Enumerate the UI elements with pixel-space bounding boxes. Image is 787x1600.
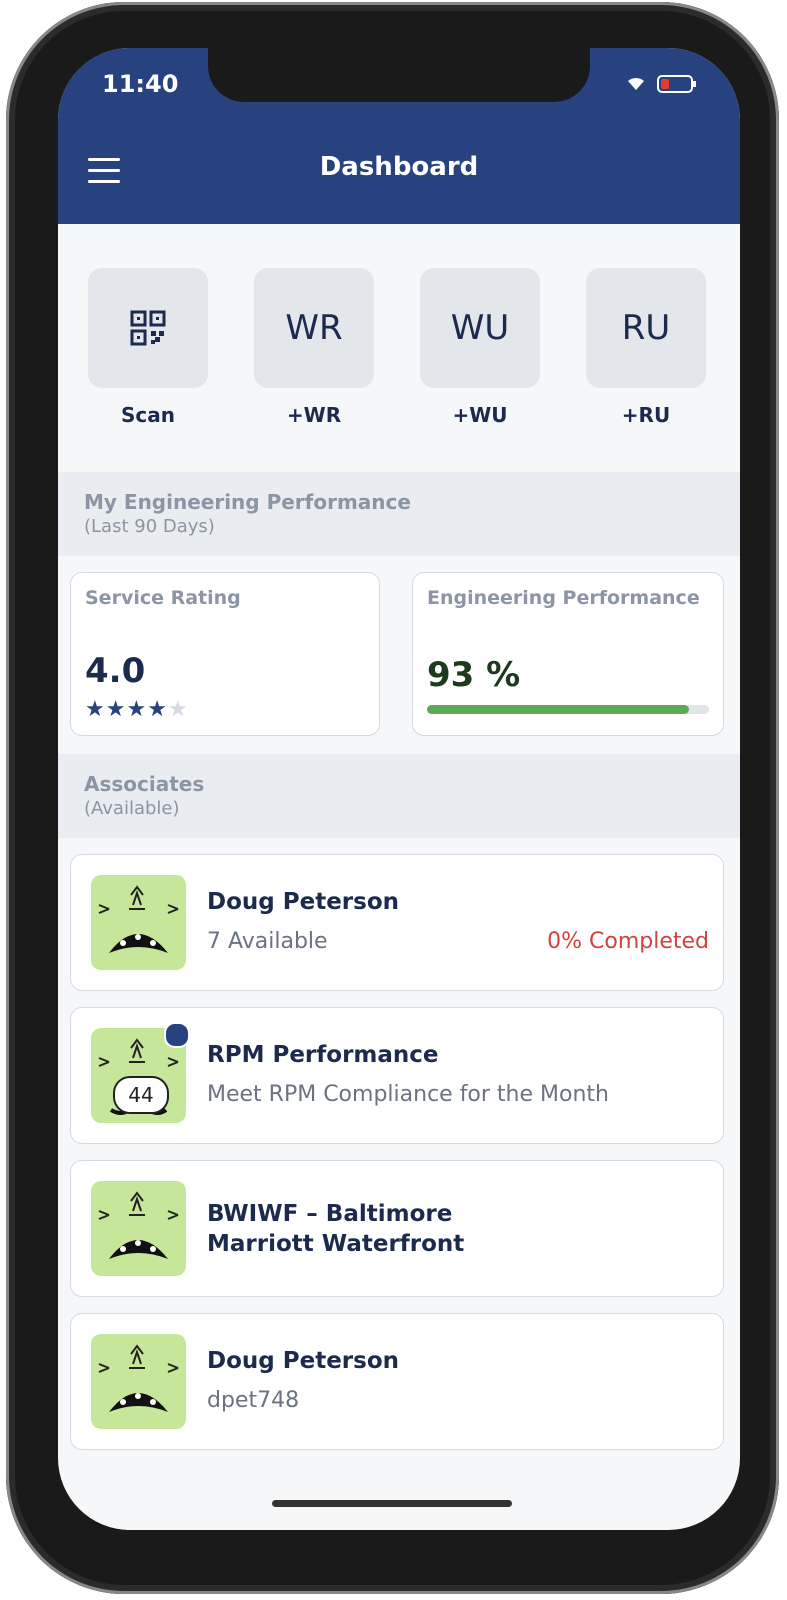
action-label: +WR xyxy=(286,403,342,427)
star-filled: ★ xyxy=(147,697,168,722)
ru-button[interactable]: RU xyxy=(586,268,706,388)
engineering-card: Engineering Performance 93 % xyxy=(412,572,724,736)
card-label: Service Rating xyxy=(85,587,241,609)
card-label: Engineering Performance xyxy=(427,587,700,609)
avatar xyxy=(91,1181,186,1276)
wu-button[interactable]: WU xyxy=(420,268,540,388)
section-title: My Engineering Performance xyxy=(84,490,411,514)
scan-button[interactable] xyxy=(88,268,208,388)
section-subtitle: (Available) xyxy=(84,798,180,819)
service-rating-card: Service Rating 4.0 ★★★★★ xyxy=(70,572,380,736)
item-detail: dpet748 xyxy=(207,1388,300,1413)
item-detail: 7 Available xyxy=(207,929,328,954)
star-rating: ★★★★★ xyxy=(85,697,189,722)
item-status: 0% Completed xyxy=(547,929,709,954)
action-label: +RU xyxy=(621,403,671,427)
action-label: Scan xyxy=(121,403,175,427)
associate-item[interactable]: Doug Peterson 7 Available 0% Completed xyxy=(70,854,724,991)
item-name: BWIWF – Baltimore Marriott Waterfront xyxy=(207,1201,465,1257)
item-name: RPM Performance xyxy=(207,1042,439,1068)
avatar-face xyxy=(91,1334,186,1429)
home-indicator xyxy=(272,1500,512,1507)
section-band xyxy=(58,754,740,838)
item-name: Doug Peterson xyxy=(207,1348,399,1374)
section-subtitle: (Last 90 Days) xyxy=(84,516,215,537)
avatar-face xyxy=(91,875,186,970)
header-bar: 11:40 Dashboard xyxy=(58,48,740,224)
action-label: +WU xyxy=(452,403,508,427)
star-filled: ★ xyxy=(85,697,106,722)
avatar xyxy=(91,875,186,970)
wr-button[interactable]: WR xyxy=(254,268,374,388)
progress-fill xyxy=(427,705,690,714)
associate-item[interactable]: Doug Peterson dpet748 xyxy=(70,1313,724,1450)
screen: 11:40 Dashboard WR WU RU Scan +WR +WU +R… xyxy=(58,48,740,1530)
menu-button[interactable] xyxy=(88,158,120,183)
status-time: 11:40 xyxy=(102,70,179,98)
associate-item[interactable]: 44 RPM Performance Meet RPM Compliance f… xyxy=(70,1007,724,1144)
item-detail: Meet RPM Compliance for the Month xyxy=(207,1082,609,1107)
star-empty: ★ xyxy=(167,697,189,722)
item-name: Doug Peterson xyxy=(207,889,399,915)
avatar xyxy=(91,1334,186,1429)
progress-track xyxy=(427,705,709,714)
notch xyxy=(208,48,590,102)
phone-frame: 11:40 Dashboard WR WU RU Scan +WR +WU +R… xyxy=(6,2,779,1594)
avatar-badge: 44 xyxy=(113,1076,169,1114)
associate-item[interactable]: BWIWF – Baltimore Marriott Waterfront xyxy=(70,1160,724,1297)
rating-value: 4.0 xyxy=(85,651,146,691)
status-icons xyxy=(628,75,696,93)
section-band xyxy=(58,472,740,556)
performance-value: 93 % xyxy=(427,655,521,695)
qr-icon xyxy=(130,310,166,346)
avatar-face xyxy=(91,1181,186,1276)
header-title: Dashboard xyxy=(319,152,479,182)
notification-dot xyxy=(164,1022,190,1048)
section-title: Associates xyxy=(84,772,205,796)
star-filled: ★ xyxy=(126,697,148,722)
star-filled: ★ xyxy=(105,697,127,722)
